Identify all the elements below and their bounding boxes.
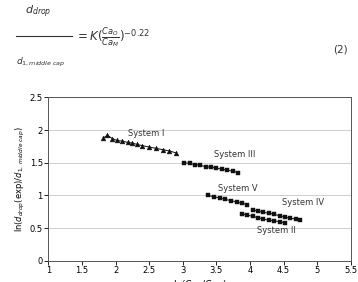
Text: (2): (2) [333, 45, 347, 55]
Text: $= K(\frac{Ca_O}{Ca_M})^{-0.22}$: $= K(\frac{Ca_O}{Ca_M})^{-0.22}$ [75, 26, 150, 50]
Text: $d_{drop}$: $d_{drop}$ [25, 3, 52, 20]
Text: $d_{1,middle\ cap}$: $d_{1,middle\ cap}$ [16, 56, 66, 69]
X-axis label: ln($Ca_O$/$Ca_M$): ln($Ca_O$/$Ca_M$) [173, 278, 227, 282]
Text: System V: System V [218, 184, 257, 193]
Text: System IV: System IV [282, 198, 324, 207]
Text: System III: System III [214, 150, 255, 159]
Text: System I: System I [128, 129, 164, 138]
Y-axis label: ln($d_{drop}$(exp)/$d_{1,\ middle\ cap}$): ln($d_{drop}$(exp)/$d_{1,\ middle\ cap}$… [14, 126, 27, 232]
Text: System II: System II [257, 226, 296, 235]
